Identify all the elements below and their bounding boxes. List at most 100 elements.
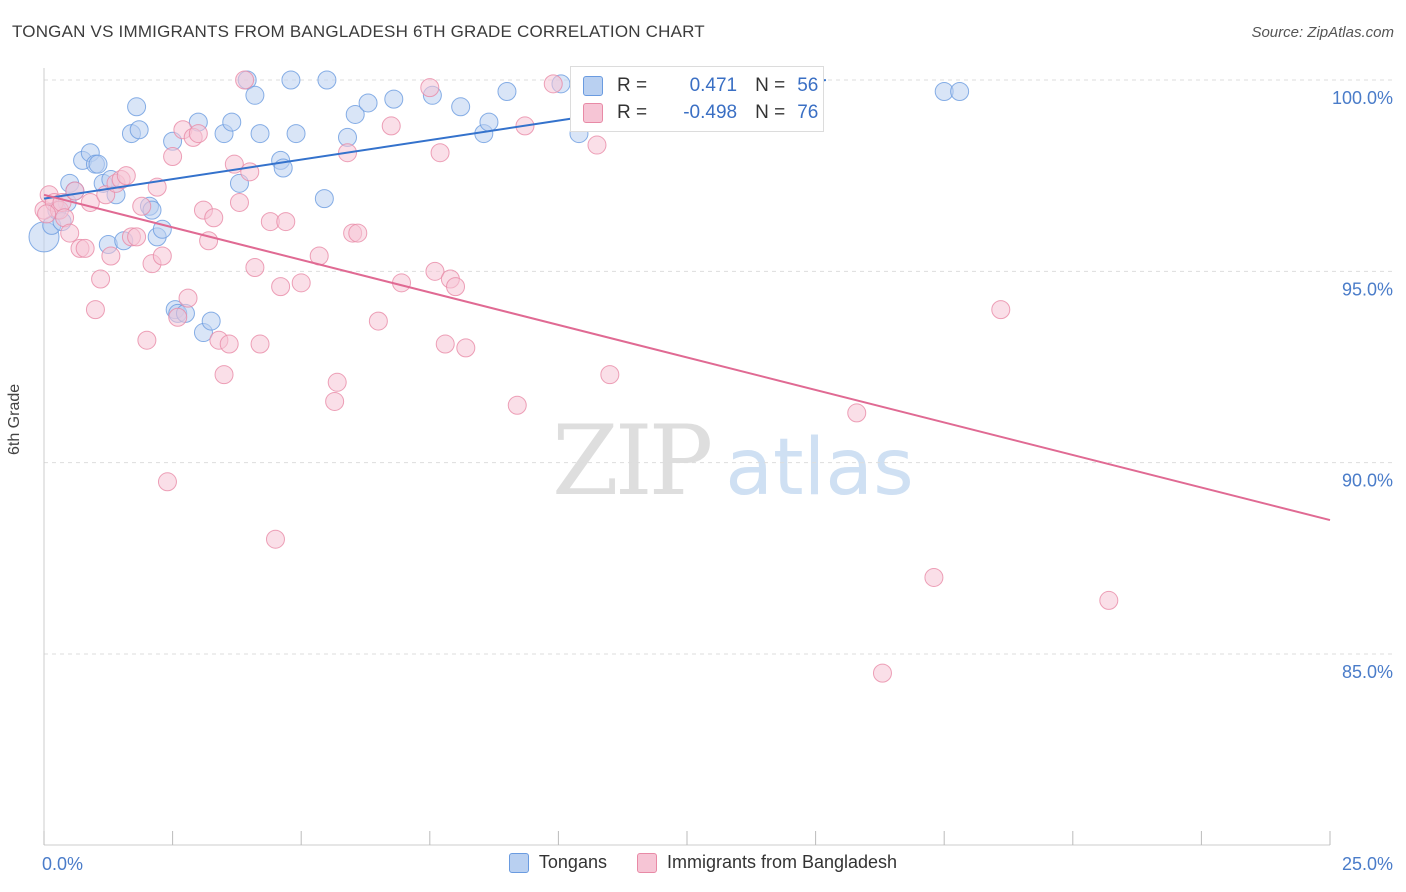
bangladesh-point xyxy=(446,277,466,297)
tongans-point xyxy=(250,124,270,144)
n-label: N = xyxy=(755,102,786,123)
bangladesh-legend-swatch xyxy=(636,852,657,873)
bangladesh-point xyxy=(325,391,345,411)
bangladesh-point xyxy=(991,300,1011,320)
bangladesh-point xyxy=(291,273,311,293)
bangladesh-point xyxy=(456,338,476,358)
source-label: Source: ZipAtlas.com xyxy=(1251,24,1394,41)
bangladesh-point xyxy=(235,70,255,90)
bangladesh-point xyxy=(168,307,188,327)
bangladesh-point xyxy=(420,78,440,98)
tongans-point xyxy=(358,93,378,113)
bangladesh-point xyxy=(600,365,620,385)
bangladesh-point xyxy=(847,403,867,423)
bangladesh-point xyxy=(250,334,270,354)
bangladesh-point xyxy=(265,529,285,549)
bangladesh-point xyxy=(219,334,239,354)
legend-label-tongans: Tongans xyxy=(538,852,607,872)
bangladesh-point xyxy=(245,258,265,278)
y-tick-label: 100.0% xyxy=(1332,88,1393,108)
watermark-zip: ZIP xyxy=(552,405,713,517)
bangladesh-point xyxy=(37,204,57,224)
y-tick-label: 95.0% xyxy=(1342,279,1393,299)
bangladesh-point xyxy=(543,74,563,94)
bangladesh-point xyxy=(327,372,347,392)
bangladesh-point xyxy=(507,395,527,415)
bangladesh-point xyxy=(132,196,152,216)
bangladesh-point xyxy=(75,238,95,258)
bangladesh-trend-line xyxy=(43,193,1331,522)
tongans-point xyxy=(497,81,517,101)
bangladesh-point xyxy=(229,192,249,212)
tongans-point xyxy=(345,104,365,124)
bangladesh-point xyxy=(381,116,401,136)
trend-lines xyxy=(43,79,1331,522)
tongans-legend-swatch xyxy=(508,852,529,873)
tongans-point xyxy=(384,89,404,109)
bangladesh-point xyxy=(85,300,105,320)
bangladesh-point xyxy=(435,334,455,354)
stats-legend-box: R = 0.471 N = 56 R = -0.498 N = 76 xyxy=(570,66,824,132)
stats-row-tongans: R = 0.471 N = 56 xyxy=(583,75,818,97)
tongans-point xyxy=(245,85,265,105)
tongans-point xyxy=(479,112,499,132)
bangladesh-point xyxy=(271,277,291,297)
data-points xyxy=(28,70,1119,683)
bangladesh-point xyxy=(348,223,368,243)
x-tick-label: 25.0% xyxy=(1342,854,1393,874)
bangladesh-point xyxy=(163,147,183,167)
r-label: R = xyxy=(617,75,648,96)
tongans-point xyxy=(314,189,334,209)
bottom-legend: Tongans Immigrants from Bangladesh xyxy=(0,852,1406,873)
n-value-tongans: 56 xyxy=(797,75,819,96)
r-label: R = xyxy=(617,102,648,123)
bangladesh-point xyxy=(137,330,157,350)
bangladesh-point xyxy=(425,261,445,281)
r-value-tongans: 0.471 xyxy=(689,75,738,96)
bangladesh-point xyxy=(65,181,85,201)
bangladesh-point xyxy=(214,365,234,385)
bangladesh-point xyxy=(157,472,177,492)
watermark-atlas: atlas xyxy=(725,423,914,513)
tongans-point xyxy=(129,120,149,140)
bangladesh-point xyxy=(587,135,607,155)
n-value-bangladesh: 76 xyxy=(797,102,819,123)
tick-labels: 100.0% 95.0% 90.0% 85.0% 0.0% 25.0% xyxy=(42,88,1393,874)
bangladesh-point xyxy=(430,143,450,163)
tongans-point xyxy=(152,219,172,239)
tongans-point xyxy=(201,311,221,331)
tongans-point xyxy=(88,154,108,174)
bangladesh-point xyxy=(101,246,121,266)
bangladesh-point xyxy=(872,663,892,683)
bangladesh-swatch xyxy=(583,103,603,123)
bangladesh-point xyxy=(276,212,296,232)
legend-item-bangladesh[interactable]: Immigrants from Bangladesh xyxy=(636,852,898,873)
tongans-point xyxy=(281,70,301,90)
tongans-point xyxy=(451,97,471,117)
tongans-point xyxy=(222,112,242,132)
bangladesh-point xyxy=(60,223,80,243)
y-tick-label: 90.0% xyxy=(1342,471,1393,491)
bangladesh-point xyxy=(204,208,224,228)
chart-title: TONGAN VS IMMIGRANTS FROM BANGLADESH 6TH… xyxy=(12,22,705,41)
bangladesh-point xyxy=(188,124,208,144)
tongans-swatch xyxy=(583,76,603,96)
bangladesh-point xyxy=(152,246,172,266)
bangladesh-point xyxy=(924,567,944,587)
stats-row-bangladesh: R = -0.498 N = 76 xyxy=(583,102,818,124)
bangladesh-point xyxy=(127,227,147,247)
bangladesh-point xyxy=(368,311,388,331)
tongans-point xyxy=(317,70,337,90)
n-label: N = xyxy=(755,75,786,96)
legend-label-bangladesh: Immigrants from Bangladesh xyxy=(666,852,898,872)
tongans-point xyxy=(127,97,147,117)
bangladesh-point xyxy=(116,166,136,186)
tongans-point xyxy=(286,124,306,144)
bangladesh-point xyxy=(1099,590,1119,610)
x-tick-label: 0.0% xyxy=(42,854,83,874)
tongans-point xyxy=(950,81,970,101)
legend-item-tongans[interactable]: Tongans xyxy=(508,852,607,873)
r-value-bangladesh: -0.498 xyxy=(683,102,738,123)
watermark: ZIP atlas xyxy=(552,405,914,517)
